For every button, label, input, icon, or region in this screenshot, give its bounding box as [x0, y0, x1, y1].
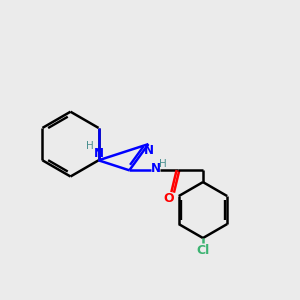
Text: Cl: Cl: [196, 244, 210, 257]
Text: O: O: [164, 192, 174, 206]
Text: N: N: [144, 144, 154, 157]
Text: N: N: [151, 162, 161, 175]
Text: H: H: [159, 159, 167, 169]
Text: N: N: [94, 147, 103, 160]
Text: H: H: [86, 141, 94, 151]
